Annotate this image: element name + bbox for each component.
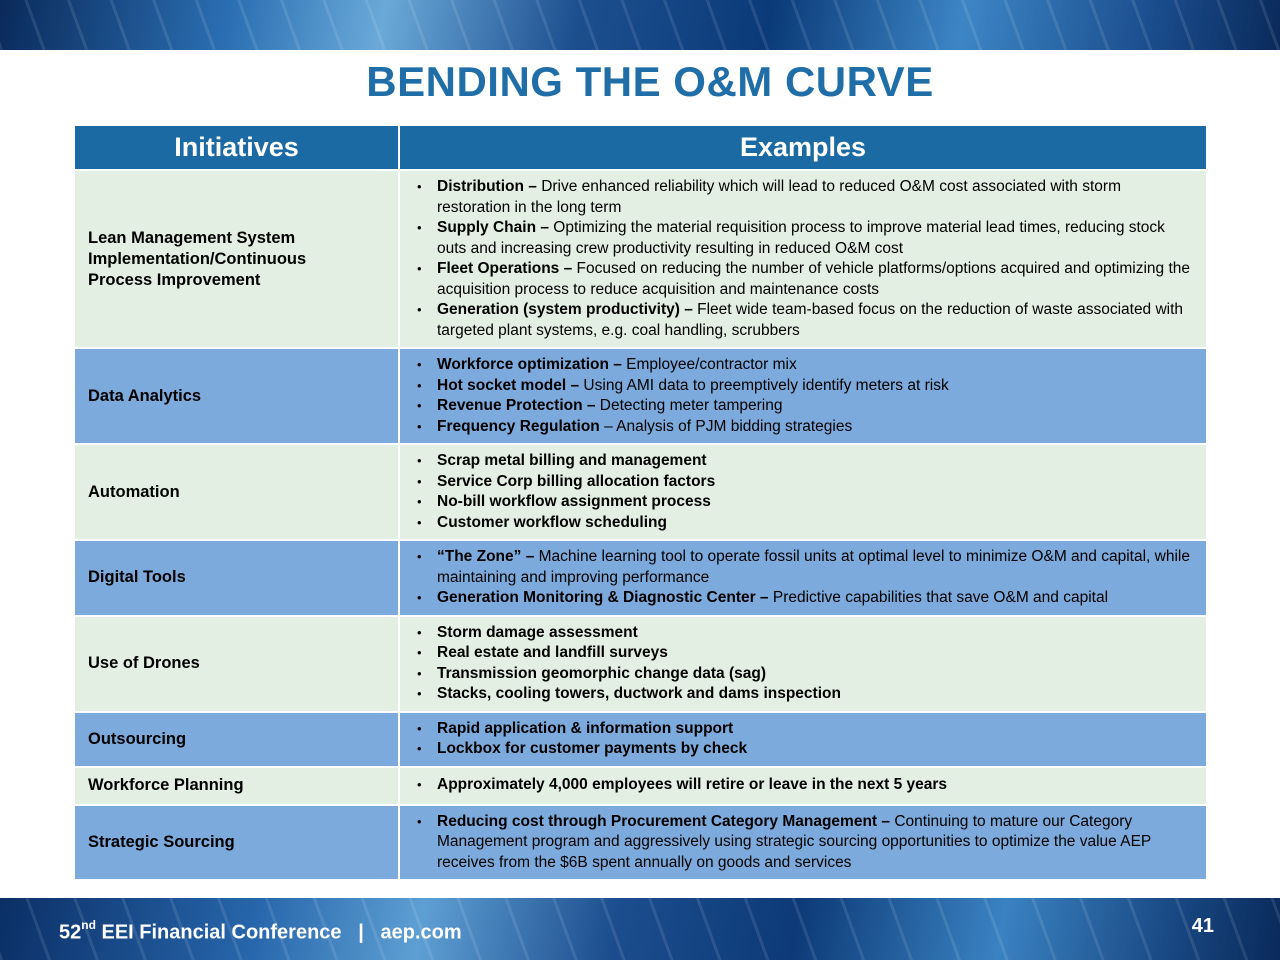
example-heading: Supply Chain – (437, 219, 549, 236)
example-description: Predictive capabilities that save O&M an… (768, 589, 1109, 606)
example-heading: “The Zone” – (437, 548, 535, 565)
example-heading: Approximately 4,000 employees will retir… (437, 776, 948, 794)
table-row: AutomationScrap metal billing and manage… (73, 443, 1208, 541)
example-item: Generation Monitoring & Diagnostic Cente… (412, 588, 1196, 609)
example-heading: Rapid application & information support (437, 719, 734, 737)
examples-cell: Scrap metal billing and management Servic… (398, 443, 1208, 541)
example-item: Approximately 4,000 employees will retir… (412, 775, 1196, 796)
top-decorative-band (0, 0, 1280, 50)
table-row: Strategic Sourcing Reducing cost through … (73, 803, 1208, 881)
initiative-cell: Lean Management System Implementation/Co… (73, 169, 400, 349)
example-item: Lockbox for customer payments by check (412, 739, 1196, 760)
slide-title: BENDING THE O&M CURVE (366, 58, 934, 105)
examples-cell: Reducing cost through Procurement Catego… (398, 803, 1208, 881)
conference-suffix: nd (81, 918, 96, 932)
header-examples: Examples (398, 124, 1208, 171)
table-row: Lean Management System Implementation/Co… (73, 169, 1208, 349)
example-item: Real estate and landfill surveys (412, 643, 1196, 664)
examples-list: Approximately 4,000 employees will retir… (412, 775, 1196, 796)
conference-number: 52 (59, 921, 82, 944)
initiative-cell: Workforce Planning (73, 765, 400, 806)
example-heading: Transmission geomorphic change data (sag… (437, 664, 767, 682)
example-heading: Hot socket model – (437, 376, 580, 394)
example-item: Reducing cost through Procurement Catego… (412, 812, 1196, 874)
example-heading: Revenue Protection – (437, 397, 596, 414)
header-initiatives: Initiatives (73, 124, 400, 171)
example-description: Continuing to mature our Category Manage… (437, 812, 1156, 871)
example-description: Employee/contractor mix (621, 356, 797, 373)
example-description: Detecting meter tampering (595, 397, 783, 414)
example-description: Machine learning tool to operate fossil … (437, 548, 1195, 586)
examples-list: Reducing cost through Procurement Catego… (412, 812, 1196, 874)
examples-cell: Rapid application & information support L… (398, 710, 1208, 768)
example-item: Generation (system productivity) – Fleet… (412, 300, 1196, 341)
example-heading: Lockbox for customer payments by check (437, 740, 748, 757)
example-item: “The Zone” – Machine learning tool to op… (412, 547, 1196, 588)
example-item: Service Corp billing allocation factors (412, 472, 1196, 493)
example-description: Fleet wide team-based focus on the reduc… (437, 301, 1188, 339)
example-heading: Real estate and landfill surveys (437, 644, 668, 661)
conference-rest: EEI Financial Conference | aep.com (95, 921, 462, 944)
examples-cell: Distribution – Drive enhanced reliabilit… (398, 169, 1208, 349)
examples-cell: “The Zone” – Machine learning tool to op… (398, 539, 1208, 617)
table-row: Outsourcing Rapid application & informati… (73, 710, 1208, 768)
initiative-cell: Data Analytics (73, 347, 400, 445)
table-body: Lean Management System Implementation/Co… (73, 169, 1208, 881)
examples-cell: Storm damage assessment Real estate and l… (398, 614, 1208, 713)
examples-cell: Approximately 4,000 employees will retir… (398, 765, 1208, 806)
example-item: No-bill workflow assignment process (412, 492, 1196, 513)
example-heading: Reducing cost through Procurement Catego… (437, 812, 891, 830)
example-item: Fleet Operations – Focused on reducing t… (412, 259, 1196, 300)
initiative-cell: Digital Tools (73, 539, 400, 617)
example-item: Workforce optimization – Employee/contra… (412, 355, 1196, 376)
example-heading: No-bill workflow assignment process (437, 493, 711, 510)
initiative-cell: Automation (73, 443, 400, 541)
example-heading: Frequency Regulation (437, 417, 600, 435)
table-row: Workforce Planning Approximately 4,000 em… (73, 765, 1208, 806)
example-description: Optimizing the material requisition proc… (437, 219, 1170, 257)
example-item: Stacks, cooling towers, ductwork and dam… (412, 684, 1196, 705)
example-heading: Scrap metal billing and management (437, 452, 707, 469)
example-heading: Customer workflow scheduling (437, 513, 667, 531)
table-row: Use of Drones Storm damage assessment Real… (73, 614, 1208, 713)
initiatives-table: Initiatives Examples Lean Management Sys… (73, 124, 1208, 881)
examples-list: Storm damage assessment Real estate and l… (412, 623, 1196, 705)
example-item: Rapid application & information support (412, 719, 1196, 740)
examples-list: Scrap metal billing and management Servic… (412, 451, 1196, 533)
example-item: Transmission geomorphic change data (sag… (412, 664, 1196, 685)
example-heading: Generation Monitoring & Diagnostic Cente… (437, 589, 769, 606)
example-heading: Generation (system productivity) – (437, 301, 693, 318)
example-description: Focused on reducing the number of vehicl… (437, 260, 1195, 298)
examples-list: Workforce optimization – Employee/contra… (412, 355, 1196, 437)
examples-list: Distribution – Drive enhanced reliabilit… (412, 177, 1196, 341)
example-heading: Storm damage assessment (437, 623, 638, 641)
table-row: Data Analytics Workforce optimization – E… (73, 347, 1208, 445)
example-description: Using AMI data to preemptively identify … (579, 376, 949, 394)
example-description: Drive enhanced reliability which will le… (437, 178, 1126, 216)
examples-cell: Workforce optimization – Employee/contra… (398, 347, 1208, 445)
example-heading: Distribution – (437, 178, 537, 195)
example-heading: Fleet Operations – (437, 260, 573, 277)
initiative-cell: Use of Drones (73, 614, 400, 713)
examples-list: Rapid application & information support L… (412, 719, 1196, 760)
example-heading: Stacks, cooling towers, ductwork and dam… (437, 685, 841, 702)
example-item: Supply Chain – Optimizing the material r… (412, 218, 1196, 259)
page-number: 41 (1191, 915, 1214, 937)
example-heading: Workforce optimization – (437, 356, 622, 373)
example-item: Scrap metal billing and management (412, 451, 1196, 472)
example-item: Storm damage assessment (412, 623, 1196, 644)
example-item: Revenue Protection – Detecting meter tam… (412, 396, 1196, 417)
table-row: Digital Tools “The Zone” – Machine learni… (73, 539, 1208, 617)
footer-text: 52nd EEI Financial Conference | aep.com (59, 918, 462, 945)
example-item: Hot socket model – Using AMI data to pre… (412, 376, 1196, 397)
example-item: Distribution – Drive enhanced reliabilit… (412, 177, 1196, 218)
initiative-cell: Strategic Sourcing (73, 803, 400, 881)
example-item: Frequency Regulation – Analysis of PJM b… (412, 417, 1196, 438)
example-heading: Service Corp billing allocation factors (437, 472, 716, 490)
example-description: – Analysis of PJM bidding strategies (599, 417, 853, 435)
initiative-cell: Outsourcing (73, 710, 400, 768)
examples-list: “The Zone” – Machine learning tool to op… (412, 547, 1196, 609)
example-item: Customer workflow scheduling (412, 513, 1196, 534)
bottom-decorative-band (0, 898, 1280, 960)
